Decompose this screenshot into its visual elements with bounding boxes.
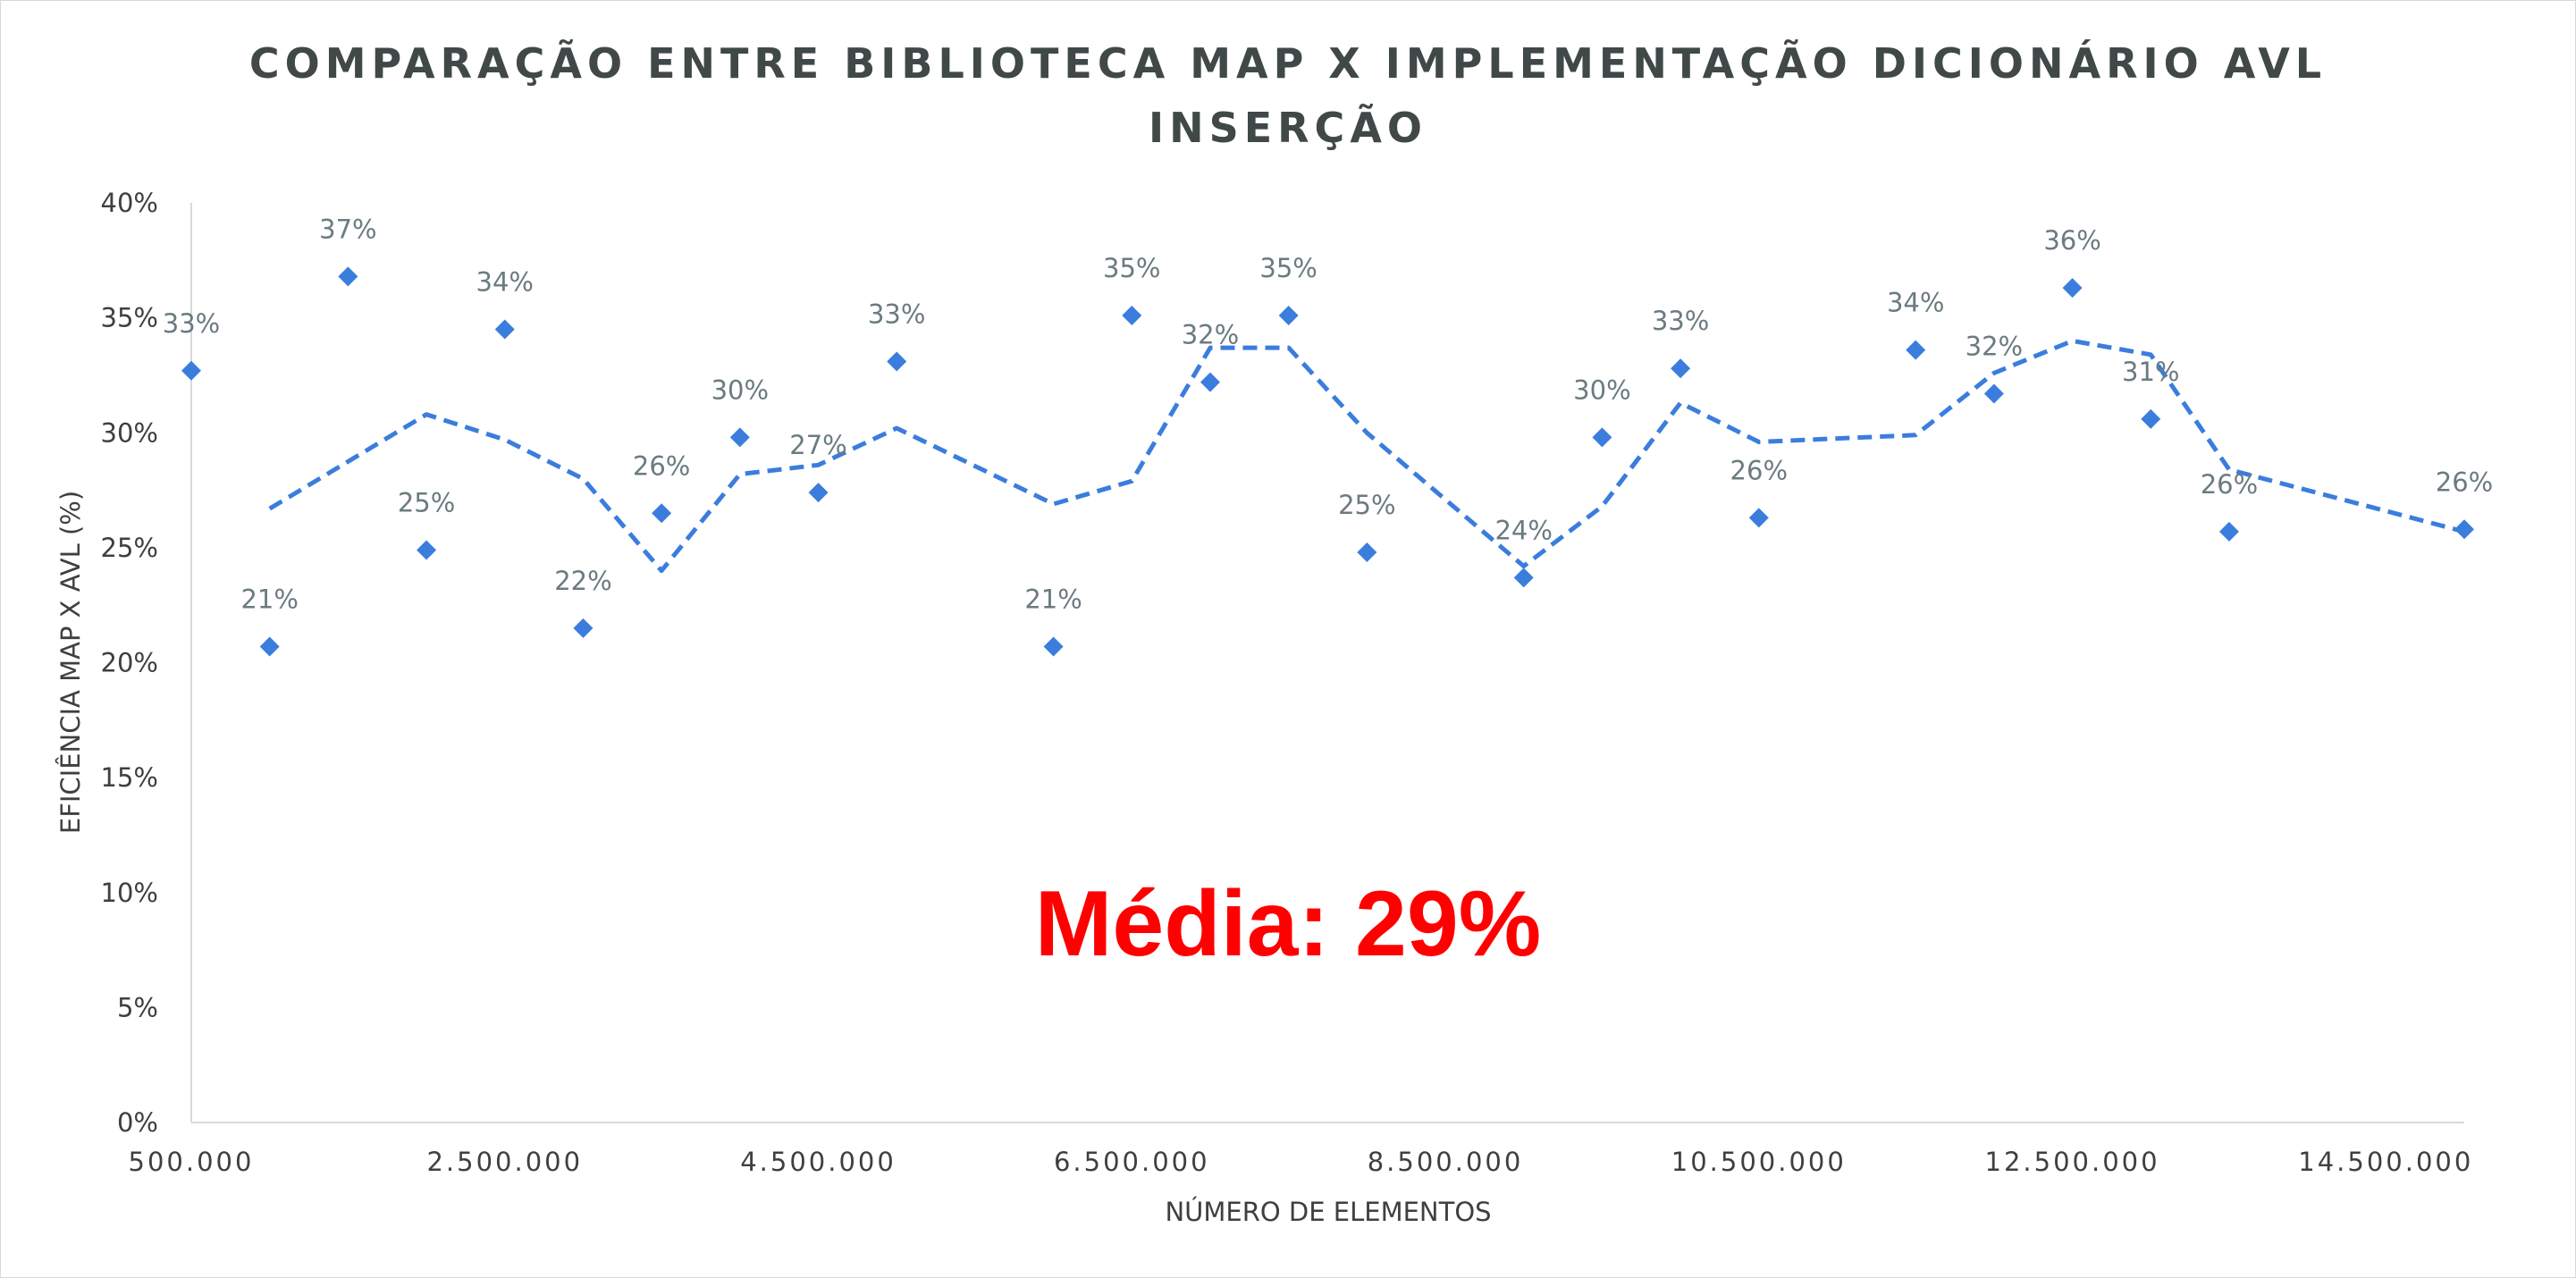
data-point-label: 35% <box>1259 253 1317 283</box>
y-tick-label: 5% <box>117 992 158 1022</box>
data-point-label: 36% <box>2043 225 2100 256</box>
x-tick-label: 8.500.000 <box>1368 1147 1524 1177</box>
data-point-marker <box>1671 358 1691 379</box>
data-point-label: 37% <box>319 214 376 244</box>
data-point-label: 25% <box>398 487 455 517</box>
data-point-marker <box>808 483 829 503</box>
trendline-group <box>268 338 2465 574</box>
data-point-label: 31% <box>2122 357 2179 387</box>
data-point-label: 30% <box>1573 374 1630 405</box>
data-point-label: 33% <box>163 308 220 339</box>
x-axis-title: NÚMERO DE ELEMENTOS <box>1165 1197 1491 1227</box>
data-point-marker <box>417 540 437 560</box>
data-point-label: 33% <box>868 299 925 330</box>
data-point-label: 34% <box>476 266 534 297</box>
data-point-label: 34% <box>1887 288 1944 318</box>
data-point-label: 27% <box>789 430 846 460</box>
y-tick-label: 40% <box>101 188 158 218</box>
y-axis-title: EFICIÊNCIA MAP X AVL (%) <box>55 491 86 834</box>
data-point-marker <box>2141 408 2161 429</box>
data-point-marker <box>2454 519 2474 540</box>
average-annotation: Média: 29% <box>1035 872 1541 976</box>
data-point-marker <box>494 319 515 340</box>
data-point-marker <box>1278 306 1299 326</box>
data-point-marker <box>1513 568 1534 588</box>
y-tick-label: 15% <box>101 762 158 793</box>
x-tick-label: 4.500.000 <box>740 1147 897 1177</box>
data-point-marker <box>1043 636 1064 657</box>
data-point-label: 26% <box>2201 469 2258 500</box>
moving-average-trendline <box>268 338 2465 574</box>
data-point-marker <box>259 636 280 657</box>
data-point-label: 35% <box>1103 253 1160 283</box>
data-point-marker <box>2062 278 2083 298</box>
y-tick-label: 30% <box>101 417 158 448</box>
data-point-label: 26% <box>633 450 690 481</box>
data-points <box>181 266 2474 657</box>
chart-title-line-2: INSERÇÃO <box>1149 103 1427 152</box>
data-point-marker <box>181 360 201 381</box>
data-point-marker <box>1200 372 1220 392</box>
y-tick-label: 25% <box>101 533 158 563</box>
y-tick-label: 20% <box>101 648 158 678</box>
x-tick-label: 2.500.000 <box>426 1147 583 1177</box>
x-tick-label: 6.500.000 <box>1054 1147 1210 1177</box>
data-point-marker <box>1906 340 1926 360</box>
data-point-marker <box>338 266 358 287</box>
data-point-label: 25% <box>1338 490 1395 520</box>
data-point-marker <box>2218 521 2239 542</box>
data-point-marker <box>887 351 907 372</box>
data-labels: 33% 21% 37% 25% 34% 22% 26% 30% 27% 33% 21% 35% 32% 3… <box>163 214 2493 614</box>
data-point-marker <box>652 503 672 524</box>
x-tick-label: 500.000 <box>129 1147 255 1177</box>
data-point-label: 33% <box>1652 306 1709 336</box>
x-tick-labels: 500.000 2.500.000 4.500.000 6.500.000 8.500.… <box>129 1147 2473 1177</box>
y-tick-label: 35% <box>101 303 158 333</box>
data-point-label: 21% <box>1024 584 1082 614</box>
data-point-label: 32% <box>1966 332 2023 362</box>
data-point-marker <box>1122 306 1142 326</box>
data-point-label: 21% <box>240 584 298 614</box>
x-tick-label: 10.500.000 <box>1671 1147 1847 1177</box>
data-point-label: 26% <box>2436 467 2493 497</box>
data-point-marker <box>729 427 750 448</box>
data-point-marker <box>1748 508 1769 528</box>
data-point-label: 22% <box>554 566 611 596</box>
y-tick-label: 10% <box>101 878 158 908</box>
data-point-marker <box>1983 383 2004 404</box>
data-point-label: 26% <box>1730 455 1788 485</box>
data-point-label: 24% <box>1494 515 1552 545</box>
x-tick-label: 12.500.000 <box>1985 1147 2160 1177</box>
y-tick-label: 0% <box>117 1107 158 1138</box>
chart-title-line-1: COMPARAÇÃO ENTRE BIBLIOTECA MAP X IMPLEM… <box>249 38 2327 88</box>
data-point-label: 30% <box>711 374 769 405</box>
data-point-marker <box>573 618 593 638</box>
x-tick-label: 14.500.000 <box>2298 1147 2473 1177</box>
data-point-label: 32% <box>1182 320 1239 350</box>
y-tick-labels: 0% 5% 10% 15% 20% 25% 30% 35% 40% <box>101 188 158 1138</box>
data-point-marker <box>1357 542 1377 563</box>
data-point-marker <box>1592 427 1612 448</box>
